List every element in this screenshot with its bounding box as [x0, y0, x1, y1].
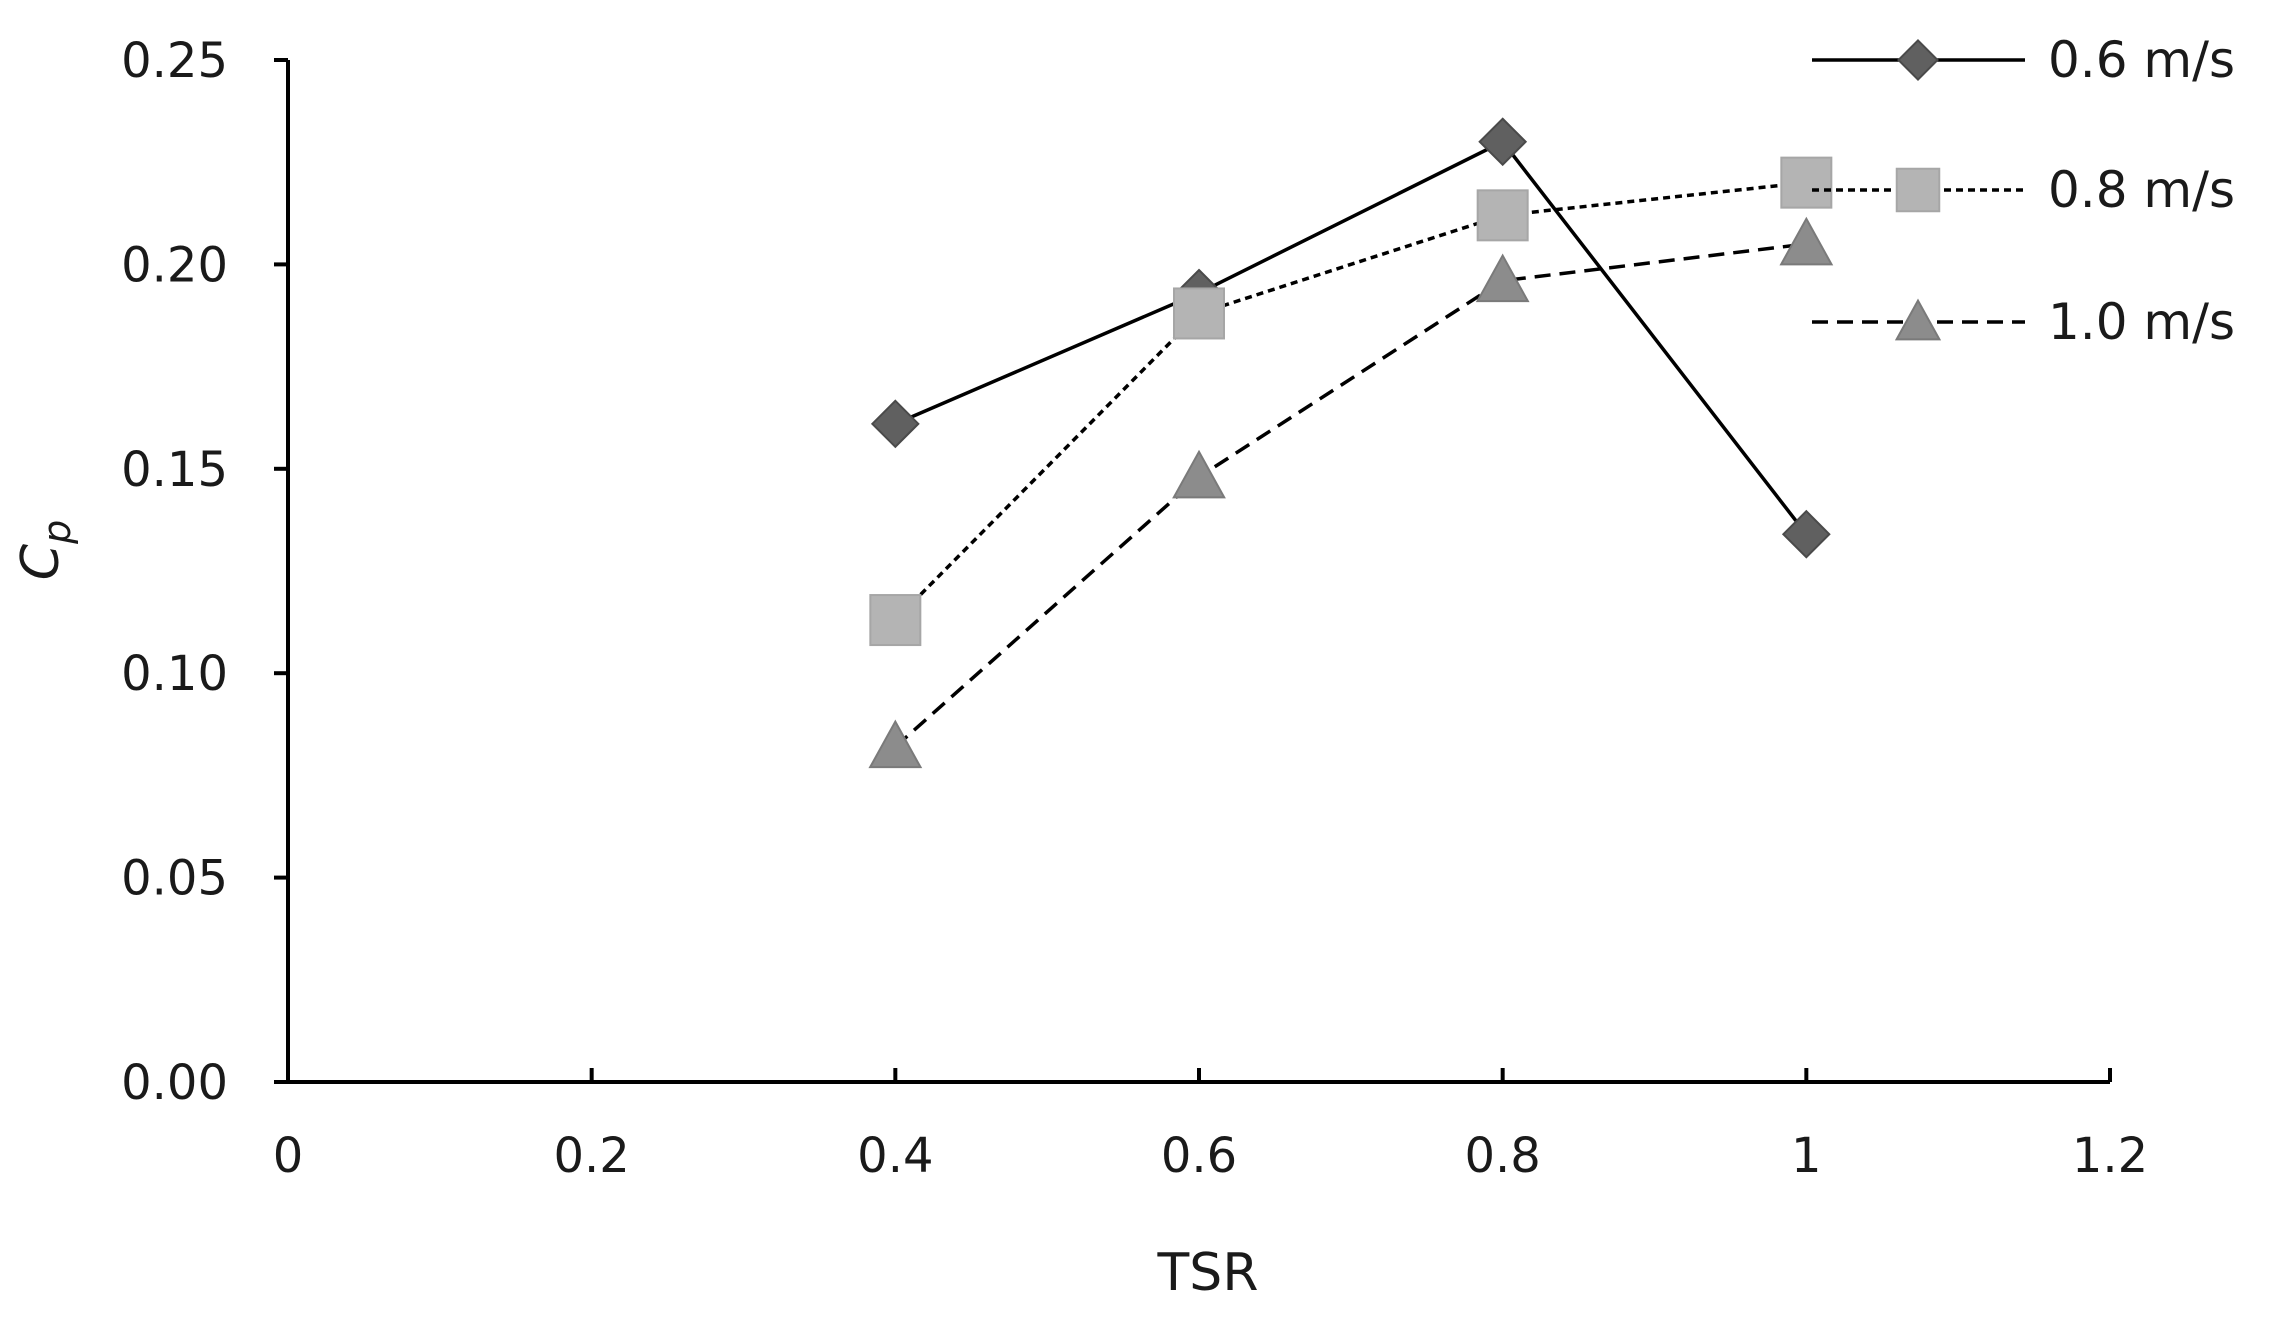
triangle-marker [1475, 253, 1530, 303]
y-tick-label: 0.00 [121, 1055, 228, 1111]
diamond-marker [1781, 509, 1831, 559]
series-layer [868, 117, 1834, 769]
square-marker [1895, 167, 1941, 213]
x-tick-label: 0.2 [553, 1128, 629, 1184]
series-3 [868, 216, 1834, 769]
y-tick-label: 0.10 [121, 646, 228, 702]
square-marker [1476, 189, 1529, 242]
legend-label: 0.8 m/s [2048, 161, 2235, 219]
x-tick-label: 1 [1791, 1128, 1822, 1184]
square-marker [1780, 156, 1833, 209]
triangle-marker [1779, 216, 1834, 266]
diamond-marker [1478, 117, 1528, 167]
y-tick-label: 0.25 [121, 33, 228, 89]
series-1 [870, 117, 1831, 559]
y-axis-title: Cp [11, 520, 79, 580]
triangle-marker [868, 719, 923, 769]
axes: 0.00 0.05 0.10 0.15 0.20 0.25 0 0.2 0.4 0.6 0.8 1 1.… [121, 33, 2148, 1184]
y-tick-label: 0.15 [121, 442, 228, 498]
y-tick-label: 0.05 [121, 851, 228, 907]
triangle-marker [1894, 298, 1942, 341]
x-tick-label: 0.6 [1161, 1128, 1237, 1184]
x-tick-label: 0 [273, 1128, 304, 1184]
triangle-marker [1172, 449, 1226, 499]
legend: 0.6 m/s 0.8 m/s 1.0 m/s [1812, 31, 2235, 351]
x-axis-title: TSR [1157, 1243, 1259, 1303]
x-tick-label: 0.8 [1464, 1128, 1540, 1184]
diamond-marker [870, 399, 920, 449]
legend-label: 1.0 m/s [2048, 293, 2235, 351]
square-marker [869, 594, 922, 647]
series-line [894, 242, 1807, 749]
legend-label: 0.6 m/s [2048, 31, 2235, 89]
series-line [894, 139, 1808, 536]
y-axis-title-subscript: p [35, 520, 79, 545]
x-tick-label: 1.2 [2072, 1128, 2148, 1184]
y-tick-label: 0.20 [121, 237, 228, 293]
square-marker [1173, 287, 1225, 340]
y-axis-title-main: C [11, 543, 71, 580]
diamond-marker [1897, 39, 1939, 81]
x-tick-label: 0.4 [857, 1128, 933, 1184]
series-2 [869, 156, 1833, 647]
series-line [894, 180, 1807, 622]
